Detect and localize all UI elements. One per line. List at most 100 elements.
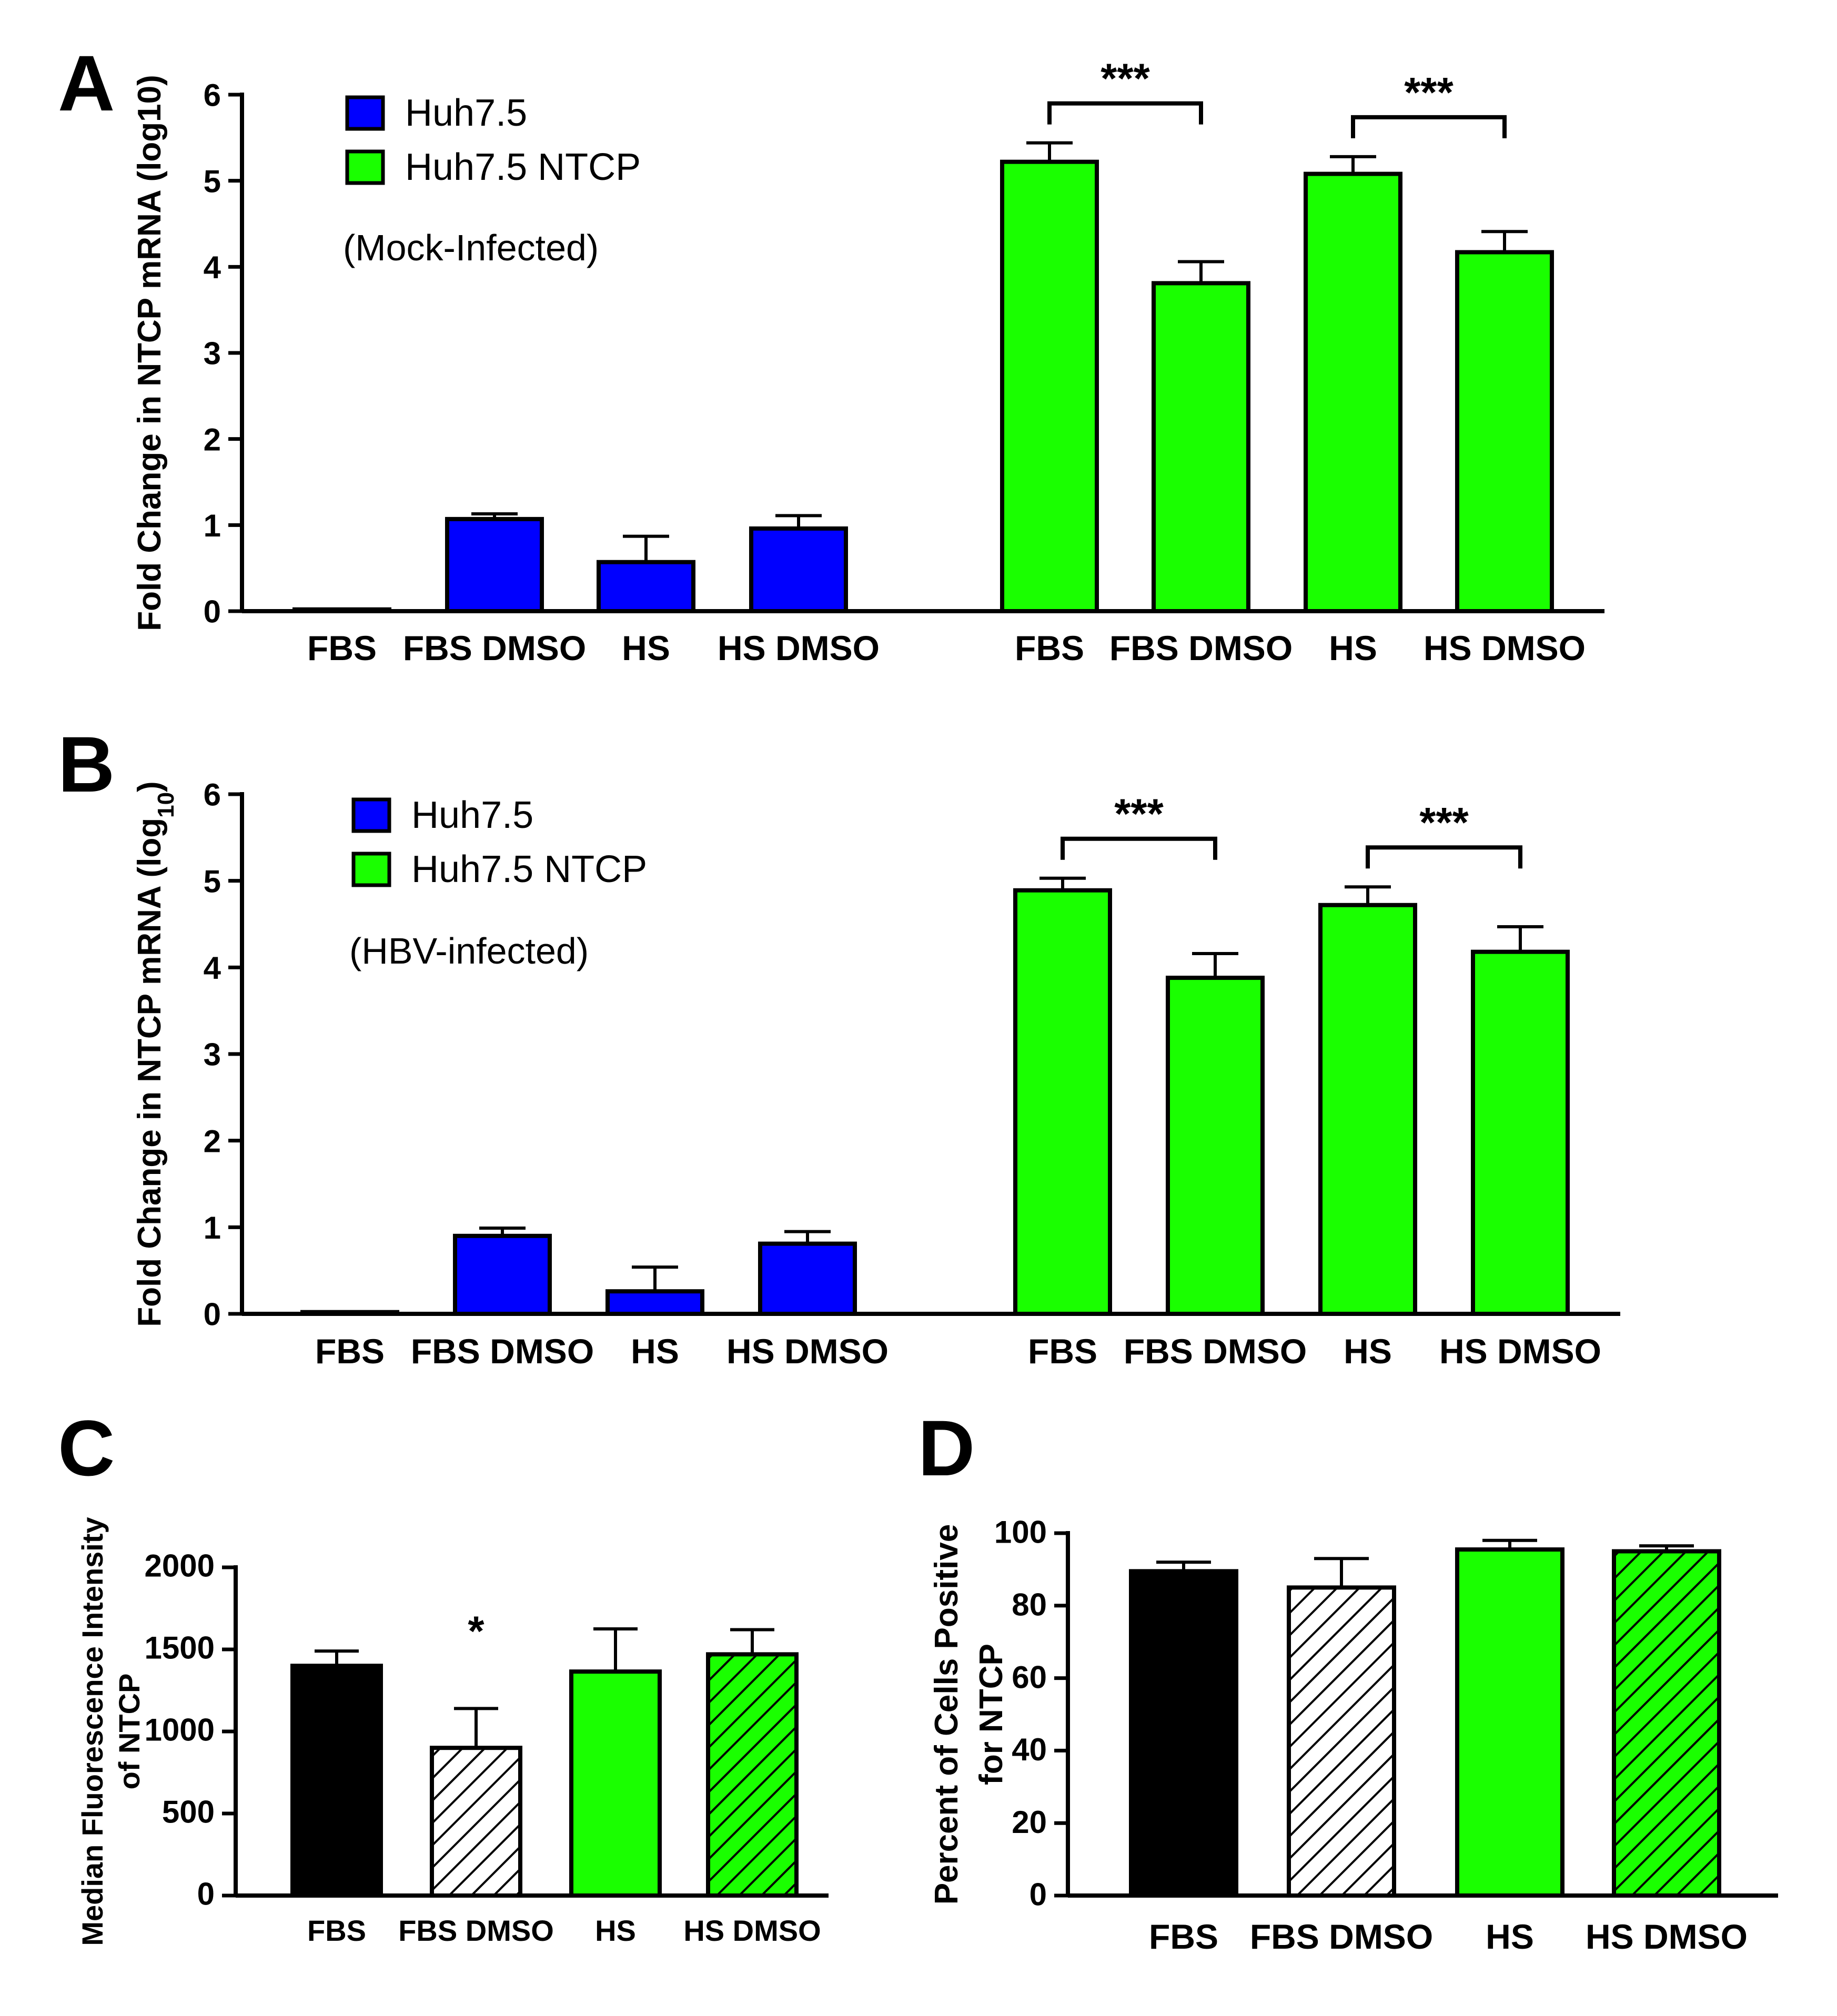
y-tick-label: 80 xyxy=(1012,1587,1047,1623)
y-tick-label: 40 xyxy=(1012,1732,1047,1767)
significance-label: * xyxy=(468,1607,485,1654)
category-label: HS xyxy=(1486,1917,1534,1956)
bar xyxy=(1318,903,1417,1316)
category-label: FBS DMSO xyxy=(1250,1917,1433,1956)
significance-bracket xyxy=(1366,845,1522,869)
legend-label: Huh7.5 NTCP xyxy=(411,848,647,890)
y-tick-label: 0 xyxy=(204,594,221,630)
category-label: HS xyxy=(631,1332,679,1371)
category-label: FBS xyxy=(1015,629,1084,667)
y-tick-label: 0 xyxy=(204,1297,221,1332)
bar xyxy=(290,1664,383,1898)
y-axis-label: Fold Change in NTCP mRNA (log10) xyxy=(132,781,179,1326)
legend-swatch xyxy=(345,149,385,185)
y-axis-label: Fold Change in NTCP mRNA (log10) xyxy=(132,75,168,631)
panel-a: 0 1 2 3 4 5 6 Fold Change in NTCP mRNA (log10) F… xyxy=(132,55,1604,667)
y-tick-label: 20 xyxy=(1012,1805,1047,1840)
legend-label: Huh7.5 xyxy=(411,794,533,836)
category-label: FBS DMSO xyxy=(398,1914,554,1947)
y-tick-label: 0 xyxy=(197,1876,215,1911)
significance-bracket xyxy=(1351,115,1507,138)
bar xyxy=(292,607,391,614)
condition-annotation: (Mock-Infected) xyxy=(343,227,599,268)
y-tick-label: 3 xyxy=(204,336,221,371)
category-label: HS DMSO xyxy=(1439,1332,1601,1371)
y-tick-label: 2000 xyxy=(145,1548,215,1583)
category-label: HS xyxy=(1344,1332,1392,1371)
bar xyxy=(749,526,848,613)
category-label: HS xyxy=(1329,629,1377,667)
legend-swatch xyxy=(351,797,391,833)
panel-c: 0 500 1000 1500 2000 Median Fluorescence Inte… xyxy=(76,1517,829,1947)
bar xyxy=(1013,888,1112,1316)
panel-letter-d: D xyxy=(918,1404,975,1492)
legend-swatch xyxy=(345,95,385,131)
bar xyxy=(1612,1549,1721,1898)
significance-label: *** xyxy=(1114,791,1164,837)
y-tick-label: 2 xyxy=(204,1123,221,1159)
y-axis-label-line2: for NTCP xyxy=(973,1644,1010,1785)
bar xyxy=(569,1669,662,1898)
bar xyxy=(706,1652,799,1898)
bar xyxy=(1129,1569,1238,1898)
bar xyxy=(1455,250,1554,613)
category-label: HS DMSO xyxy=(683,1914,821,1947)
bar xyxy=(1471,949,1570,1316)
significance-bracket xyxy=(1047,101,1203,125)
bar xyxy=(453,1233,552,1316)
y-tick-label: 4 xyxy=(204,250,221,285)
panel-letter-a: A xyxy=(58,39,115,127)
category-label: FBS xyxy=(1149,1917,1218,1956)
significance-label: *** xyxy=(1101,55,1150,102)
category-label: FBS DMSO xyxy=(411,1332,594,1371)
bar xyxy=(445,516,544,613)
category-label: HS xyxy=(595,1914,636,1947)
category-label: FBS xyxy=(315,1332,385,1371)
y-tick-label: 4 xyxy=(204,950,221,986)
y-tick-label: 5 xyxy=(204,164,221,199)
category-label: HS DMSO xyxy=(726,1332,889,1371)
y-tick-label: 500 xyxy=(162,1794,215,1829)
category-label: FBS DMSO xyxy=(1109,629,1293,667)
y-tick-label: 1000 xyxy=(145,1712,215,1747)
y-tick-label: 60 xyxy=(1012,1659,1047,1695)
bar xyxy=(597,560,695,613)
category-label: FBS xyxy=(307,1914,366,1947)
bar xyxy=(605,1289,704,1316)
y-tick-label: 1500 xyxy=(145,1630,215,1665)
y-tick-label: 2 xyxy=(204,422,221,457)
category-label: HS DMSO xyxy=(1586,1917,1748,1956)
bar xyxy=(758,1241,857,1316)
condition-annotation: (HBV-infected) xyxy=(349,930,589,971)
y-tick-label: 0 xyxy=(1029,1877,1047,1912)
category-label: HS xyxy=(622,629,670,667)
significance-bracket xyxy=(1061,836,1217,860)
y-tick-label: 1 xyxy=(204,1210,221,1245)
category-label: FBS DMSO xyxy=(403,629,586,667)
y-axis-label-line1: Median Fluorescence Intensity xyxy=(76,1517,109,1946)
category-label: FBS DMSO xyxy=(1124,1332,1307,1371)
y-tick-label: 6 xyxy=(204,777,221,813)
y-axis-label-line2: of NTCP xyxy=(113,1674,146,1790)
bar xyxy=(300,1310,399,1316)
panel-b: 0 1 2 3 4 5 6 Fold Change in NTCP mRNA (log10) F… xyxy=(132,777,1620,1371)
bar xyxy=(1287,1585,1396,1898)
y-axis-label-line1: Percent of Cells Positive xyxy=(928,1524,965,1905)
bar xyxy=(1455,1547,1565,1898)
bar xyxy=(1304,171,1402,614)
panel-d: 0 20 40 60 80 100 Percent of Cells Positive for… xyxy=(928,1515,1778,1956)
panel-letter-c: C xyxy=(58,1404,115,1492)
significance-label: *** xyxy=(1419,799,1469,846)
legend-label: Huh7.5 xyxy=(405,92,527,134)
bar xyxy=(1166,976,1265,1316)
category-label: FBS xyxy=(307,629,377,667)
bar xyxy=(1000,159,1099,614)
category-label: HS DMSO xyxy=(1424,629,1586,667)
significance-label: *** xyxy=(1404,69,1454,116)
y-tick-label: 5 xyxy=(204,864,221,899)
bar xyxy=(430,1746,522,1898)
y-tick-label: 100 xyxy=(994,1515,1047,1550)
legend-label: Huh7.5 NTCP xyxy=(405,146,641,188)
category-label: FBS xyxy=(1028,1332,1097,1371)
legend-swatch xyxy=(351,852,391,887)
